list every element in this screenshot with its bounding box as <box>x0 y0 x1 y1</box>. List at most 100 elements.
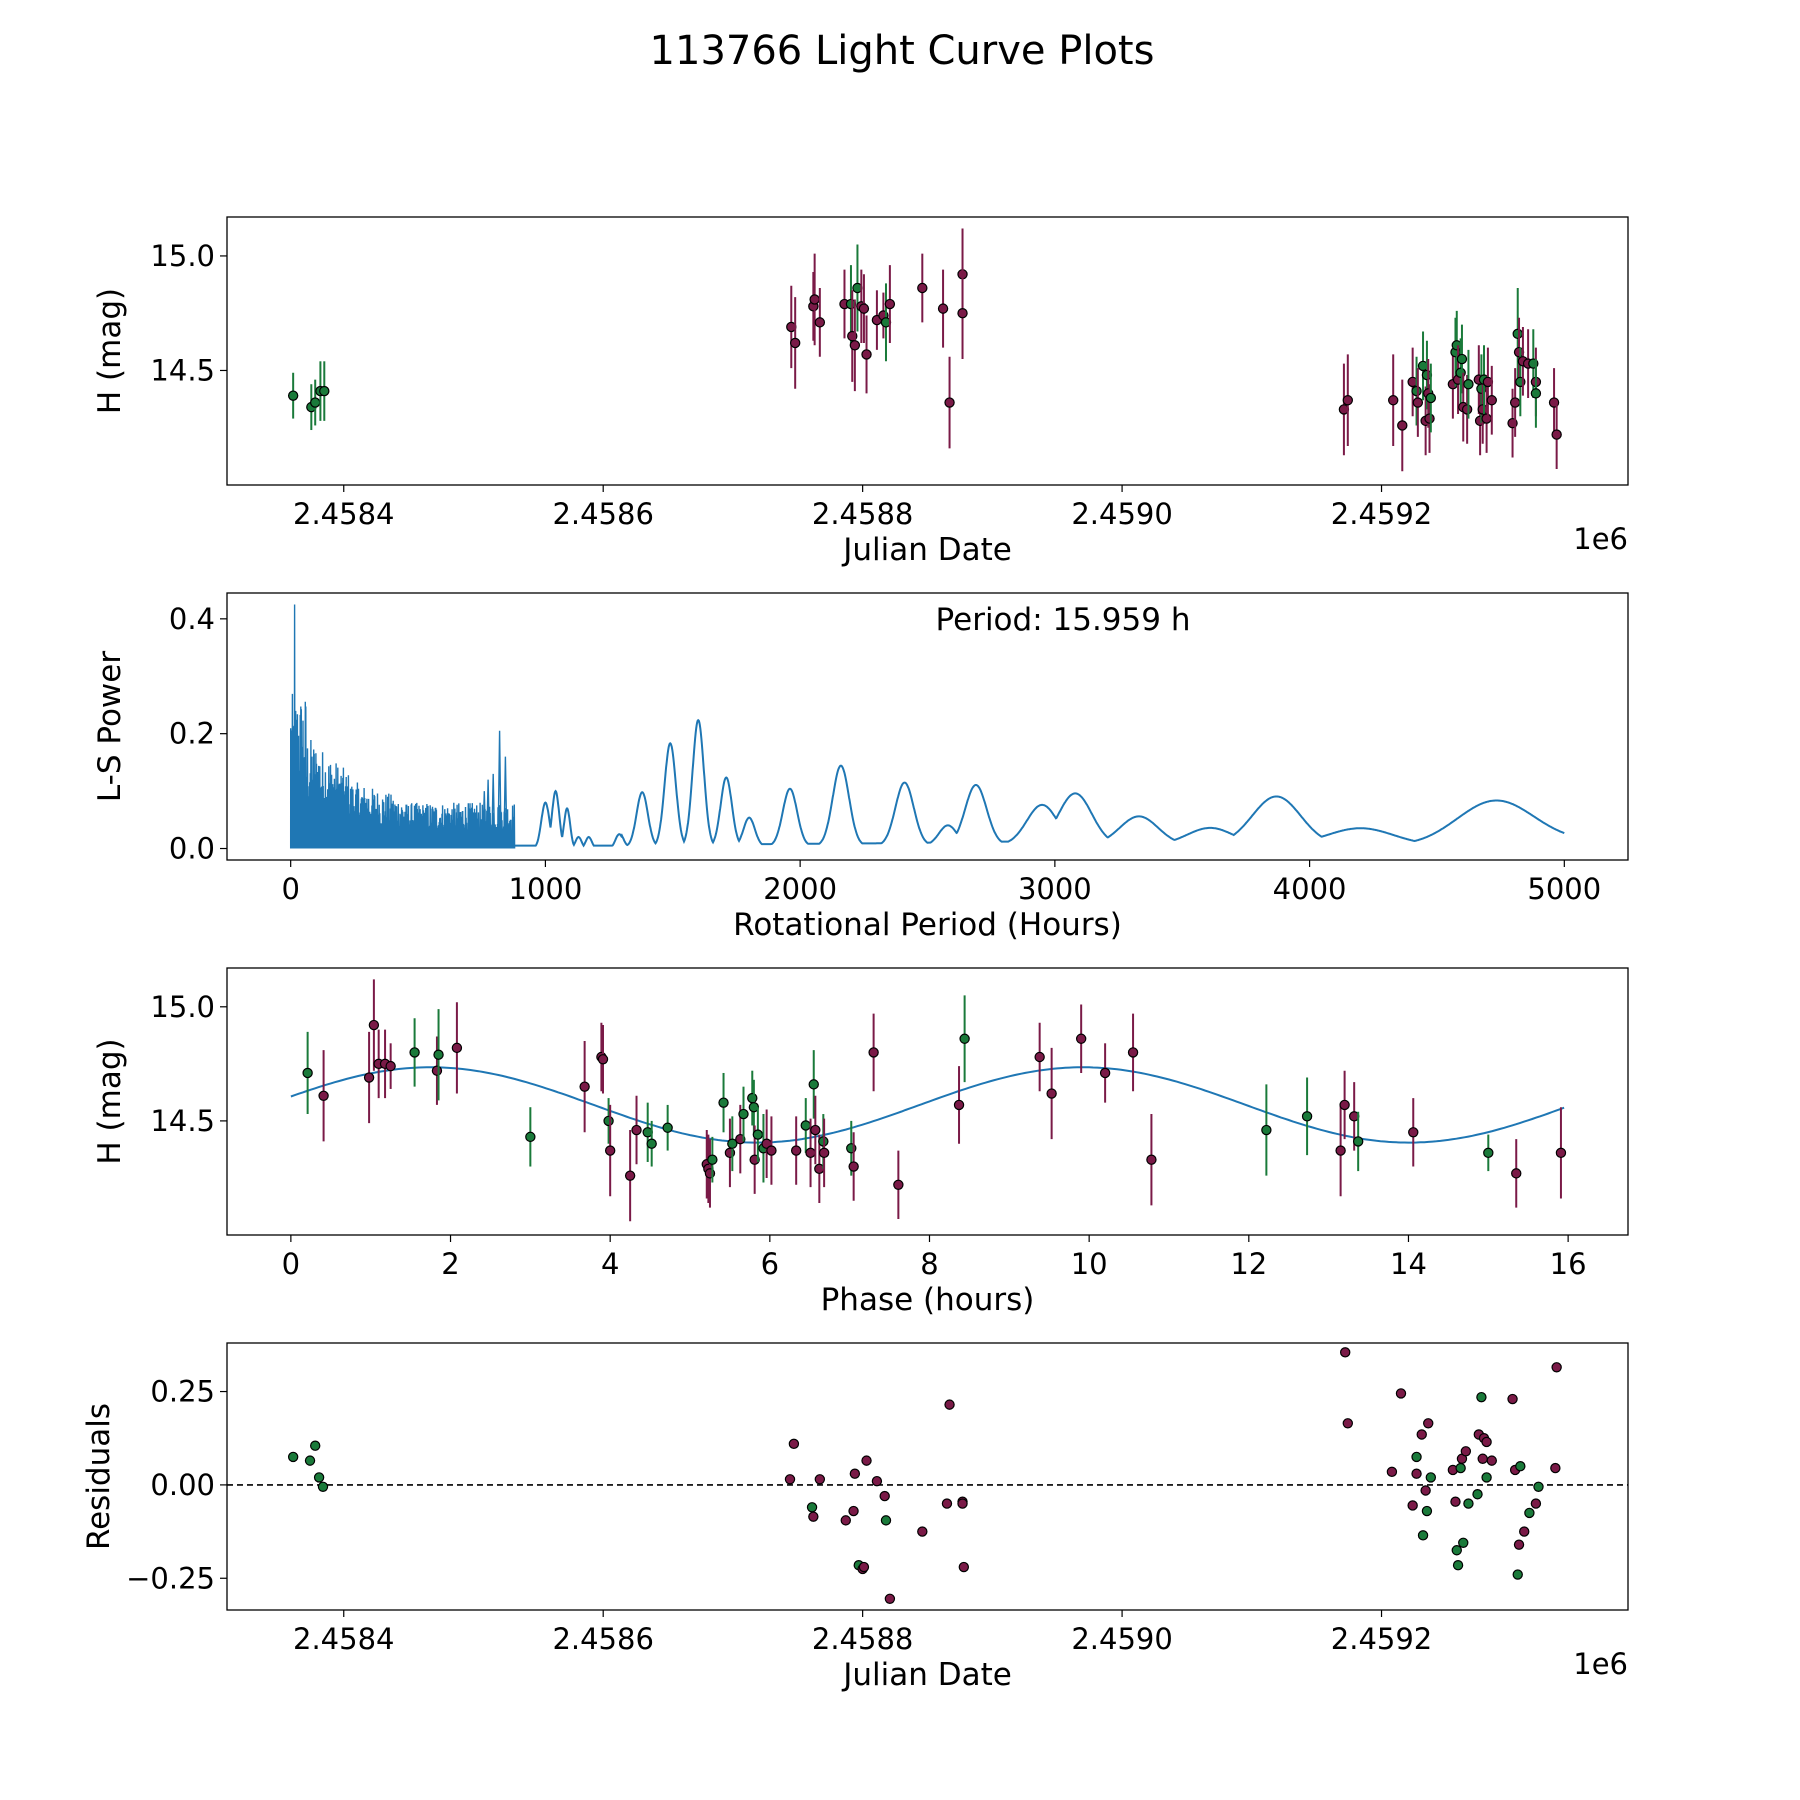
periodogram-line <box>514 718 1565 848</box>
light-curve-xlabel: Julian Date <box>841 532 1012 568</box>
periodogram-ylabel: L-S Power <box>92 651 128 802</box>
data-point <box>941 1498 953 1509</box>
periodogram-xlabel: Rotational Period (Hours) <box>733 907 1122 943</box>
data-point <box>1342 1418 1354 1429</box>
light-curve-panel: 2.4584 2.4586 2.4588 2.4590 2.4592 14.5 15.0 Ju… <box>92 216 1629 568</box>
data-point <box>1046 1088 1057 1099</box>
data-point <box>1452 1559 1464 1571</box>
data-point <box>861 1455 872 1466</box>
phase-folded-ytick-label: 14.5 <box>150 1104 215 1138</box>
data-point <box>858 1561 870 1573</box>
data-point <box>1411 385 1422 397</box>
residuals-ytick-label: 0.25 <box>150 1375 215 1409</box>
data-point <box>1477 1453 1488 1464</box>
data-point <box>1511 1168 1522 1179</box>
data-point <box>1463 379 1474 390</box>
periodogram-panel: 0 1000 2000 3000 4000 5000 0.0 0.2 0.4 Rotational… <box>92 592 1629 943</box>
light-curve-x-offset: 1e6 <box>1573 522 1628 556</box>
data-point <box>1340 1347 1351 1358</box>
data-point <box>451 1042 463 1054</box>
data-point <box>1411 1451 1422 1463</box>
data-point <box>848 1505 859 1517</box>
data-point <box>319 385 330 397</box>
periodogram-xtick-label: 5000 <box>1527 872 1601 906</box>
data-point <box>1519 1526 1530 1537</box>
data-point <box>917 1526 928 1537</box>
data-point <box>937 303 949 314</box>
data-point <box>304 1455 316 1466</box>
data-point <box>604 1145 616 1156</box>
periodogram-xtick-label: 2000 <box>763 872 837 906</box>
data-point <box>752 1129 764 1140</box>
phase-folded-xtick-label: 6 <box>761 1247 779 1281</box>
phase-folded-xtick-label: 8 <box>920 1247 938 1281</box>
data-point <box>1515 1461 1526 1472</box>
data-point <box>788 1438 800 1450</box>
residuals-frame <box>226 1342 1629 1611</box>
data-point <box>1456 353 1468 365</box>
data-point <box>385 1060 396 1072</box>
data-point <box>287 1451 299 1463</box>
data-point <box>738 1108 749 1120</box>
light-curve-xtick-label: 2.4590 <box>1071 497 1172 531</box>
data-point <box>893 1179 904 1190</box>
data-point <box>646 1138 657 1149</box>
data-point <box>1423 1418 1434 1429</box>
light-curve-xtick-label: 2.4586 <box>552 497 653 531</box>
data-point <box>525 1131 536 1143</box>
light-curve-ytick-label: 15.0 <box>150 239 215 273</box>
data-point <box>1388 395 1399 406</box>
data-point <box>747 1092 758 1104</box>
data-point <box>707 1154 718 1165</box>
data-point <box>317 1481 329 1492</box>
data-point <box>718 1097 729 1108</box>
data-point <box>1483 1147 1494 1159</box>
data-point <box>879 1490 890 1502</box>
data-point <box>727 1138 738 1149</box>
residuals-xtick-label: 2.4588 <box>812 1622 913 1656</box>
data-point <box>871 1475 883 1487</box>
data-point <box>1486 395 1497 406</box>
phase-folded-points <box>302 979 1567 1222</box>
data-point <box>1099 1067 1111 1079</box>
data-point <box>814 1474 826 1485</box>
data-point <box>849 1468 861 1479</box>
data-point <box>662 1122 673 1133</box>
data-point <box>1460 1446 1472 1457</box>
data-point <box>880 1515 892 1526</box>
phase-folded-ytick-label: 15.0 <box>150 990 215 1024</box>
periodogram-xtick-label: 1000 <box>509 872 583 906</box>
residuals-xtick-label: 2.4586 <box>552 1622 653 1656</box>
data-point <box>631 1124 642 1136</box>
data-point <box>1339 1099 1350 1111</box>
data-point <box>603 1115 614 1127</box>
data-point <box>868 1047 879 1058</box>
data-point <box>809 294 820 305</box>
data-point <box>1530 1498 1542 1509</box>
data-point <box>810 1124 821 1136</box>
data-point <box>409 1047 420 1058</box>
data-point <box>431 1065 443 1076</box>
data-point <box>957 308 968 319</box>
data-point <box>1509 397 1521 408</box>
residuals-points <box>287 1347 1562 1604</box>
data-point <box>1476 1391 1487 1403</box>
data-point <box>1551 429 1562 440</box>
data-point <box>1461 404 1473 415</box>
data-point <box>368 1019 380 1031</box>
data-point <box>1261 1124 1272 1136</box>
data-point <box>1512 328 1523 340</box>
data-point <box>1127 1047 1139 1058</box>
data-point <box>1425 1472 1437 1483</box>
data-point <box>310 397 321 408</box>
data-point <box>1425 392 1437 404</box>
data-point <box>1555 1147 1567 1159</box>
data-point <box>848 1161 859 1172</box>
light-curve-xtick-label: 2.4592 <box>1331 497 1432 531</box>
data-point <box>302 1067 313 1079</box>
residuals-panel: 2.4584 2.4586 2.4588 2.4590 2.4592 −0.25 0.00 0… <box>81 1342 1629 1693</box>
data-point <box>1533 1481 1544 1492</box>
data-point <box>1421 1505 1433 1517</box>
data-point <box>917 282 928 294</box>
data-point <box>790 1145 802 1156</box>
